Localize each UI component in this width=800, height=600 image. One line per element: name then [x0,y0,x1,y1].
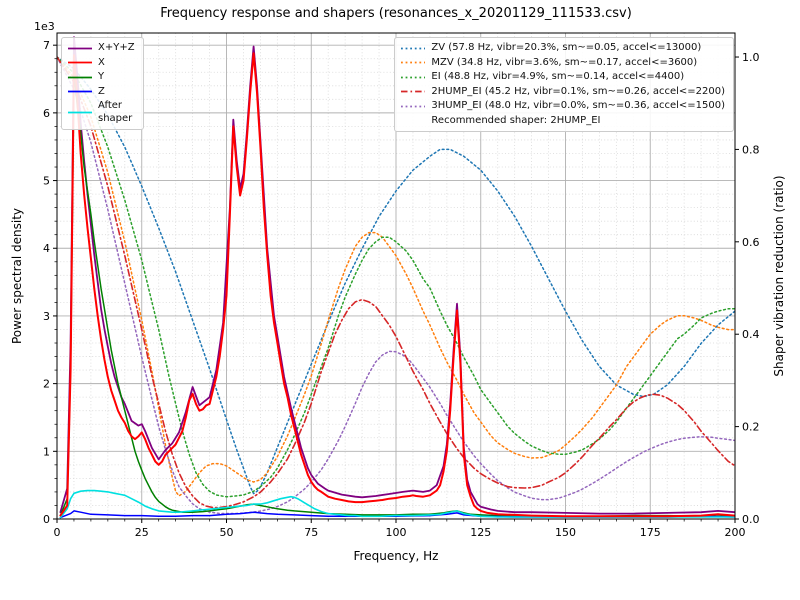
shaper-legend: ZV (57.8 Hz, vibr=20.3%, sm~=0.05, accel… [394,37,734,132]
legend-label: MZV (34.8 Hz, vibr=3.6%, sm~=0.17, accel… [431,56,698,68]
legend-item: 3HUMP_EI (48.0 Hz, vibr=0.0%, sm~=0.36, … [400,100,725,113]
y-left-tick-label: 5 [43,175,50,188]
y-right-tick-label: 0.2 [742,421,760,434]
psd-legend: X+Y+Z X Y Z After shaper [61,37,144,130]
series-2hump_ei [57,56,735,509]
legend-item: 2HUMP_EI (45.2 Hz, vibr=0.1%, sm~=0.26, … [400,86,725,99]
legend-item: X+Y+Z [67,42,135,55]
legend-line-sample [401,90,426,93]
legend-line-sample [400,115,426,126]
legend-label: Y [98,71,105,82]
legend-item: MZV (34.8 Hz, vibr=3.6%, sm~=0.17, accel… [400,57,725,70]
legend-line-sample [401,105,426,108]
x-tick-label: 0 [54,526,61,539]
legend-label: Recommended shaper: 2HUMP_EI [431,114,601,126]
y-right-tick-label: 0.0 [742,513,760,526]
legend-item: Y [67,71,135,84]
x-tick-label: 125 [470,526,491,539]
legend-label: 3HUMP_EI (48.0 Hz, vibr=0.0%, sm~=0.36, … [431,100,725,111]
y-left-tick-label: 2 [43,378,50,391]
legend-line-sample [68,61,92,64]
y-right-tick-label: 0.4 [742,328,760,341]
series-after-shaper [59,489,735,519]
legend-item: Z [67,86,135,99]
x-tick-label: 50 [220,526,234,539]
legend-label: 2HUMP_EI (45.2 Hz, vibr=0.1%, sm~=0.26, … [431,85,725,97]
y-right-tick-label: 0.8 [742,143,760,156]
series-x [59,52,735,518]
y-right-tick-label: 0.6 [742,236,760,249]
x-tick-label: 175 [640,526,661,539]
y-axis-label-left: Power spectral density [10,207,24,345]
y-axis-offset-text: 1e3 [34,20,55,33]
legend-label: ZV (57.8 Hz, vibr=20.3%, sm~=0.05, accel… [431,42,702,53]
y-left-tick-label: 0 [43,513,50,526]
legend-line-sample [401,47,426,50]
legend-label: After shaper [98,100,133,124]
y-left-tick-label: 3 [43,310,50,323]
y-left-tick-label: 6 [43,107,50,120]
legend-label: X+Y+Z [98,42,135,53]
legend-label: Z [98,85,105,97]
series-lines [57,36,735,519]
chart-title: Frequency response and shapers (resonanc… [160,6,632,21]
x-tick-label: 100 [386,526,407,539]
x-axis-label: Frequency, Hz [353,549,439,563]
x-tick-label: 150 [555,526,576,539]
legend-line-sample [68,47,92,50]
x-tick-label: 75 [304,526,318,539]
axes: 0 25 50 75 100 125 150 175 200 0 1 2 3 4 5 6 7 0.0 0.2 0.4 0… [43,32,760,539]
legend-line-sample [68,76,92,79]
legend-line-sample [401,76,426,79]
y-right-tick-label: 1.0 [742,51,760,64]
x-tick-label: 200 [725,526,746,539]
x-tick-label: 25 [135,526,149,539]
legend-label: X [98,56,105,68]
y-axis-label-right: Shaper vibration reduction (ratio) [772,175,786,377]
series-mzv [57,56,735,497]
legend-item: After shaper [67,100,135,125]
legend-line-sample [401,61,426,64]
y-left-tick-label: 7 [43,39,50,52]
legend-item: Recommended shaper: 2HUMP_EI [400,115,725,128]
legend-item: ZV (57.8 Hz, vibr=20.3%, sm~=0.05, accel… [400,42,725,55]
legend-line-sample [68,111,92,114]
legend-item: X [67,57,135,70]
legend-label: EI (48.8 Hz, vibr=4.9%, sm~=0.14, accel<… [431,71,685,82]
y-left-tick-label: 4 [43,242,50,255]
y-left-tick-label: 1 [43,445,50,458]
series-zv [57,56,735,495]
series-3hump_ei [57,56,735,515]
legend-line-sample [68,90,92,93]
legend-item: EI (48.8 Hz, vibr=4.9%, sm~=0.14, accel<… [400,71,725,84]
series-y [59,71,735,518]
